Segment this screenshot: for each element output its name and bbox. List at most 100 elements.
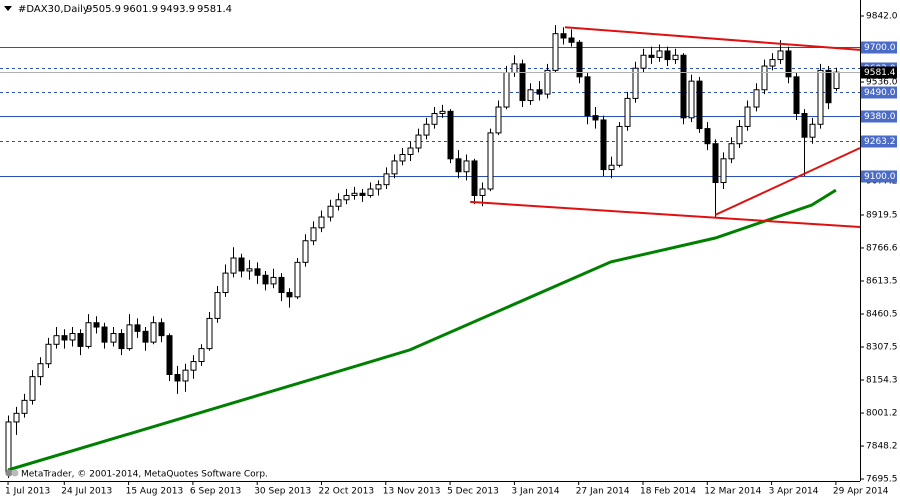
candle-body bbox=[825, 69, 832, 104]
x-tick-label: 29 Apr 2014 bbox=[833, 487, 889, 497]
candle-body bbox=[640, 54, 647, 69]
candle-body bbox=[101, 326, 108, 343]
candle-body bbox=[519, 63, 526, 102]
candle-body bbox=[13, 412, 20, 423]
candle-body bbox=[769, 59, 776, 67]
candle-body bbox=[375, 184, 382, 190]
level-label-box bbox=[861, 86, 897, 99]
candle-body bbox=[294, 261, 301, 298]
candle-body bbox=[327, 205, 334, 218]
candle-body bbox=[198, 348, 205, 363]
candle-body bbox=[383, 173, 390, 186]
y-tick-label: 7695.5 bbox=[866, 474, 898, 484]
candle-body bbox=[801, 112, 808, 138]
candle-body bbox=[399, 153, 406, 162]
candle-body bbox=[142, 330, 149, 343]
candle-body bbox=[439, 110, 446, 114]
level-label: 9380.0 bbox=[864, 112, 896, 122]
candle-body bbox=[592, 115, 599, 121]
y-tick-label: 7848.2 bbox=[866, 442, 898, 452]
candle-body bbox=[584, 76, 591, 117]
candle-body bbox=[423, 123, 430, 136]
x-tick-label: 30 Sep 2013 bbox=[254, 487, 311, 497]
candle-body bbox=[744, 106, 751, 127]
candle-body bbox=[310, 227, 317, 242]
header-ohlc: 9505.9 9601.9 9493.9 9581.4 bbox=[86, 4, 232, 15]
candle-body bbox=[37, 363, 44, 378]
candle-body bbox=[278, 276, 285, 294]
x-tick-label: 5 Dec 2013 bbox=[447, 487, 499, 497]
candle-body bbox=[93, 322, 100, 328]
candle-body bbox=[704, 128, 711, 145]
price-label-box bbox=[861, 66, 897, 79]
candle-body bbox=[793, 76, 800, 114]
candle-body bbox=[648, 54, 655, 58]
candle-body bbox=[230, 257, 237, 274]
level-label: 9263.2 bbox=[864, 137, 896, 147]
candle-body bbox=[118, 333, 125, 350]
level-label: 9700.0 bbox=[864, 43, 896, 53]
candle-body bbox=[158, 322, 165, 337]
candle-body bbox=[343, 194, 350, 201]
moving-average bbox=[7, 188, 837, 472]
y-tick-label: 8154.3 bbox=[866, 376, 898, 386]
candle-body bbox=[29, 376, 36, 401]
candle-body bbox=[391, 160, 398, 175]
candle-body bbox=[503, 72, 510, 108]
candle-body bbox=[286, 292, 293, 298]
x-tick-label: 12 Mar 2014 bbox=[704, 487, 761, 497]
menu-arrow[interactable] bbox=[4, 6, 12, 11]
candle-body bbox=[761, 65, 768, 91]
candle-body bbox=[447, 110, 454, 160]
candle-body bbox=[664, 50, 671, 61]
candle-body bbox=[415, 134, 422, 149]
candle-body bbox=[53, 335, 60, 345]
candle-body bbox=[351, 192, 358, 196]
candle-body bbox=[817, 69, 824, 125]
x-tick-label: 1 Jul 2013 bbox=[5, 487, 50, 497]
candle-body bbox=[335, 199, 342, 207]
level-label-box bbox=[861, 41, 897, 54]
candle-body bbox=[431, 112, 438, 125]
candle-body bbox=[318, 216, 325, 229]
candle-body bbox=[21, 399, 28, 414]
trend-line bbox=[714, 147, 861, 216]
candle-body bbox=[544, 69, 551, 95]
candle-body bbox=[680, 54, 687, 119]
x-tick-label: 18 Feb 2014 bbox=[640, 487, 696, 497]
candle-body bbox=[616, 125, 623, 166]
candle-body bbox=[736, 125, 743, 145]
candle-body bbox=[696, 80, 703, 130]
candle-body bbox=[511, 63, 518, 74]
copyright-icon bbox=[5, 469, 19, 477]
candle-body bbox=[126, 324, 133, 350]
candle-body bbox=[809, 123, 816, 138]
candle-body bbox=[77, 333, 84, 347]
candle-body bbox=[672, 54, 679, 61]
candle-body bbox=[367, 188, 374, 196]
candle-body bbox=[527, 89, 534, 102]
level-label-box bbox=[861, 135, 897, 148]
candle-body bbox=[688, 80, 695, 119]
candle-body bbox=[785, 50, 792, 78]
candle-body bbox=[246, 268, 253, 272]
x-tick-label: 13 Nov 2013 bbox=[383, 487, 441, 497]
y-tick-label: 8001.2 bbox=[866, 409, 898, 419]
header-value: 9493.9 bbox=[160, 4, 195, 15]
candle-body bbox=[608, 164, 615, 171]
candle-body bbox=[560, 33, 567, 39]
candle-body bbox=[753, 89, 760, 108]
candle-body bbox=[479, 188, 486, 196]
header-value: 9601.9 bbox=[123, 4, 158, 15]
candle-body bbox=[552, 33, 559, 71]
candle-body bbox=[166, 335, 173, 375]
y-tick-label: 8460.5 bbox=[866, 309, 898, 319]
candle-body bbox=[110, 333, 117, 343]
price-label: 9581.4 bbox=[864, 68, 896, 78]
level-label-box bbox=[861, 110, 897, 123]
chart-title: #DAX30,Daily bbox=[18, 4, 89, 15]
level-label: 9490.0 bbox=[864, 88, 896, 98]
candle-body bbox=[182, 369, 189, 382]
candle-body bbox=[254, 268, 261, 276]
